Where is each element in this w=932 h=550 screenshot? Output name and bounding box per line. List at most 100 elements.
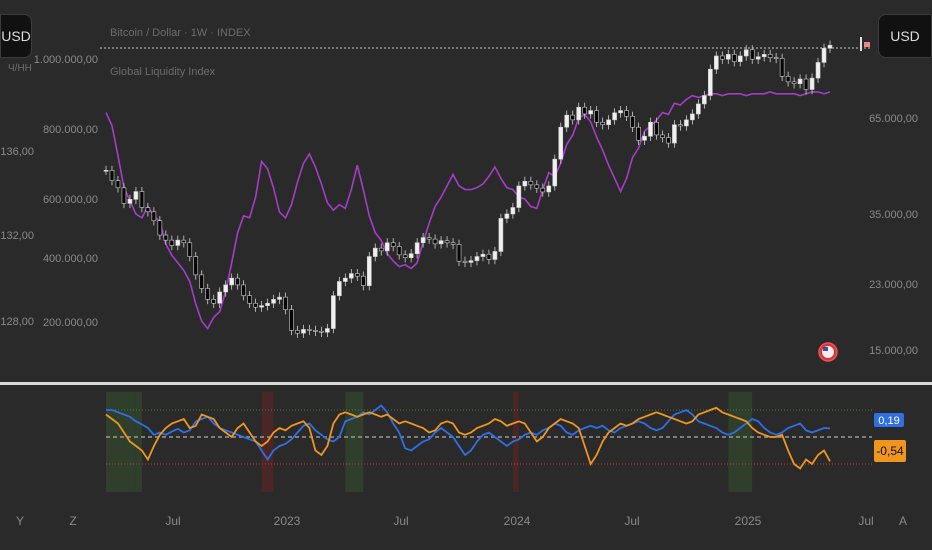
left-axis-tick: 1.000.000,00 [34,54,98,66]
candle-body [444,240,450,244]
candle-body [175,239,181,246]
candle-body [205,288,211,300]
candle-body [402,254,408,259]
left-inner-tick: 128,00 [0,316,34,328]
osc-green-zone [106,392,124,492]
osc-green-zone [728,392,753,492]
candle-body [636,126,641,141]
osc-green-zone [135,392,142,492]
candle-body [767,54,773,58]
osc-orange-value-badge [874,440,906,462]
candle-body [546,185,552,193]
candle-body [187,242,193,257]
candle-body [618,110,623,114]
candle-body [360,275,366,286]
candle-body [277,296,282,300]
right-axis-tick: 35.000,00 [869,209,918,221]
candle-body [540,187,546,193]
candle-body [247,295,252,304]
candle-body [390,242,396,247]
x-axis-tick: 2025 [735,514,762,528]
candle-body [366,256,372,286]
candle-body [127,199,133,204]
last-price-marker [860,37,862,51]
candle-body [702,95,707,105]
candle-body [719,55,725,60]
candle-body [666,137,671,144]
candle-body [773,57,779,59]
candle-body [426,237,432,240]
right-axis-tick: 65.000,00 [869,113,918,125]
btc-candles [103,40,833,338]
candle-body [612,112,617,121]
candle-body [414,242,420,254]
candle-body [779,58,785,77]
candle-body [714,55,719,70]
candle-body [743,49,749,57]
candle-body [259,305,264,308]
osc-orange-value: -0,54 [876,444,904,458]
osc-blue-value: 0,19 [878,415,899,427]
left-inner-tick: 136,00 [0,146,34,158]
left-axis-tick: 600.000,00 [43,194,98,206]
currency-button-right[interactable]: USD [878,14,932,58]
candle-body [307,329,312,331]
cut-label: Ч/НН [8,63,32,74]
candle-body [522,180,528,187]
x-axis-tick: Jul [393,514,408,528]
candle-body [145,207,151,213]
candle-body [432,238,438,245]
candle-body [109,170,115,181]
candle-body [325,328,330,333]
candle-body [420,237,426,244]
x-axis-tick: Jul [165,514,180,528]
candle-body [582,106,587,115]
candle-body [474,256,480,261]
osc-blue-line [106,404,831,462]
candle-body [133,191,139,200]
candle-body [372,247,378,257]
candle-body [624,110,629,117]
pane-separator [0,382,932,385]
candle-body [486,253,492,260]
candle-body [594,110,599,123]
x-axis-tick: Jul [624,514,639,528]
x-axis-tick: Y [16,514,24,528]
candle-body [217,291,222,304]
candle-body [378,247,384,252]
candle-body [660,134,665,138]
left-inner-tick: 132,00 [0,230,34,242]
candle-body [229,277,234,286]
candle-body [295,330,300,334]
candle-body [331,295,336,329]
candle-body [696,103,701,115]
currency-label: USD [890,28,920,44]
candle-body [163,234,169,241]
x-axis-tick: A [899,514,907,528]
candle-body [115,180,121,189]
candle-body [462,260,468,263]
currency-button-left[interactable]: USD [0,14,32,58]
candle-body [271,299,276,304]
candle-body [121,187,127,204]
candle-body [241,284,246,296]
candle-body [737,55,743,62]
candle-body [552,158,558,187]
candle-body [103,170,109,172]
candle-body [642,135,647,141]
candle-body [708,68,713,96]
osc-blue-value-badge [874,413,904,427]
candle-body [588,110,593,115]
candle-body [815,62,821,79]
right-axis-tick: 23.000,00 [869,279,918,291]
candle-body [725,54,731,60]
candle-body [791,81,797,85]
candle-body [534,184,540,189]
candle-body [151,211,157,221]
candle-body [755,56,761,60]
candle-body [181,239,187,244]
candle-body [570,114,576,121]
x-axis-tick: Z [69,514,76,528]
candle-body [450,242,456,245]
